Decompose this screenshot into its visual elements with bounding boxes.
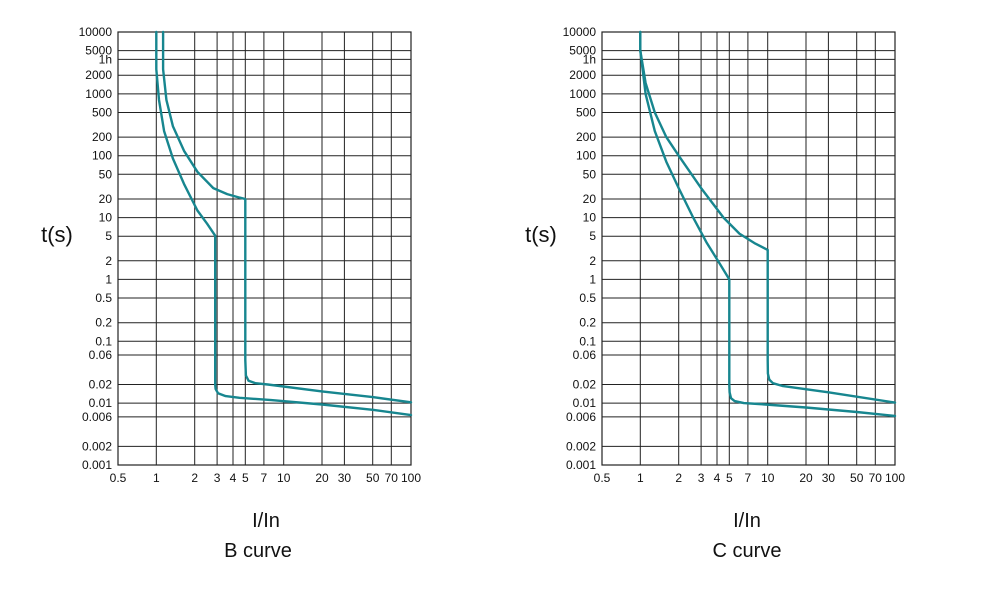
x-tick-label: 10 bbox=[277, 471, 291, 485]
y-tick-label: 0.5 bbox=[95, 291, 112, 305]
x-tick-label: 4 bbox=[714, 471, 721, 485]
x-tick-label: 2 bbox=[675, 471, 682, 485]
y-tick-label: 100 bbox=[92, 149, 112, 163]
c-curve-chart: C curve I/In t(s) 0.5 1 2 3 4 5 7 10 20 30 50 70 100… bbox=[525, 25, 905, 562]
y-tick-label: 100 bbox=[576, 149, 596, 163]
x-tick-label: 70 bbox=[869, 471, 883, 485]
y-tick-label: 5000 bbox=[85, 44, 112, 58]
x-tick-label: 0.5 bbox=[110, 471, 127, 485]
y-tick-label: 0.006 bbox=[82, 410, 112, 424]
x-axis-label: I/In bbox=[733, 510, 761, 532]
x-tick-label: 50 bbox=[366, 471, 380, 485]
y-tick-label: 0.1 bbox=[579, 334, 596, 348]
y-axis-label: t(s) bbox=[41, 222, 73, 247]
y-tick-label: 10 bbox=[583, 211, 597, 225]
plot-frame bbox=[601, 31, 896, 466]
x-tick-label: 7 bbox=[745, 471, 752, 485]
y-tick-label: 2000 bbox=[85, 68, 112, 82]
x-tick-label: 10 bbox=[761, 471, 775, 485]
y-tick-label: 1h bbox=[99, 52, 112, 66]
x-tick-label: 3 bbox=[698, 471, 705, 485]
y-tick-label: 50 bbox=[99, 167, 113, 181]
y-tick-label: 0.06 bbox=[573, 348, 597, 362]
y-tick-label: 0.002 bbox=[82, 439, 112, 453]
x-tick-label: 7 bbox=[261, 471, 268, 485]
y-tick-label: 0.1 bbox=[95, 334, 112, 348]
y-tick-label: 0.2 bbox=[579, 316, 596, 330]
y-tick-label: 0.002 bbox=[566, 439, 596, 453]
y-tick-label: 2000 bbox=[569, 68, 596, 82]
x-tick-label: 20 bbox=[315, 471, 329, 485]
y-tick-label: 5000 bbox=[569, 44, 596, 58]
x-tick-label: 3 bbox=[214, 471, 221, 485]
y-tick-label: 20 bbox=[583, 192, 597, 206]
y-tick-label: 2 bbox=[105, 254, 112, 268]
x-tick-label: 30 bbox=[822, 471, 836, 485]
x-tick-label: 4 bbox=[230, 471, 237, 485]
y-tick-label: 0.06 bbox=[89, 348, 113, 362]
y-tick-label: 0.5 bbox=[579, 291, 596, 305]
series-line-0 bbox=[155, 30, 413, 417]
x-tick-label: 30 bbox=[338, 471, 352, 485]
x-tick-label: 2 bbox=[191, 471, 198, 485]
x-tick-label: 5 bbox=[242, 471, 249, 485]
y-tick-label: 1000 bbox=[85, 87, 112, 101]
x-tick-label: 100 bbox=[401, 471, 421, 485]
y-tick-label: 5 bbox=[589, 229, 596, 243]
x-tick-label: 5 bbox=[726, 471, 733, 485]
y-tick-label: 0.02 bbox=[89, 378, 113, 392]
x-tick-label: 50 bbox=[850, 471, 864, 485]
series-line-1 bbox=[161, 30, 413, 404]
y-tick-label: 10000 bbox=[79, 25, 113, 39]
x-tick-label: 20 bbox=[799, 471, 813, 485]
b-curve-chart: B curve I/In t(s) 0.5 1 2 3 4 5 7 10 20 30 50 70 100… bbox=[41, 25, 421, 562]
y-tick-label: 500 bbox=[92, 106, 112, 120]
chart-title: B curve bbox=[224, 540, 292, 562]
y-tick-label: 200 bbox=[576, 130, 596, 144]
y-tick-label: 2 bbox=[589, 254, 596, 268]
series-line-0 bbox=[639, 30, 897, 418]
y-tick-label: 0.001 bbox=[566, 458, 596, 472]
y-tick-label: 5 bbox=[105, 229, 112, 243]
y-tick-label: 20 bbox=[99, 192, 113, 206]
y-tick-label: 0.006 bbox=[566, 410, 596, 424]
y-tick-label: 200 bbox=[92, 130, 112, 144]
y-tick-label: 1h bbox=[583, 52, 596, 66]
y-tick-label: 0.01 bbox=[573, 396, 597, 410]
y-axis-label: t(s) bbox=[525, 222, 557, 247]
x-tick-label: 70 bbox=[385, 471, 399, 485]
y-tick-label: 1 bbox=[589, 272, 596, 286]
y-tick-label: 1 bbox=[105, 272, 112, 286]
y-tick-label: 10000 bbox=[563, 25, 597, 39]
y-tick-label: 0.001 bbox=[82, 458, 112, 472]
y-tick-label: 50 bbox=[583, 167, 597, 181]
series-line-1 bbox=[639, 30, 897, 404]
y-tick-label: 0.01 bbox=[89, 396, 113, 410]
y-tick-label: 500 bbox=[576, 106, 596, 120]
y-tick-label: 1000 bbox=[569, 87, 596, 101]
y-tick-label: 0.02 bbox=[573, 378, 597, 392]
x-axis-label: I/In bbox=[252, 510, 280, 532]
plot-frame bbox=[117, 31, 412, 466]
chart-title: C curve bbox=[713, 540, 782, 562]
y-tick-label: 10 bbox=[99, 211, 113, 225]
x-tick-label: 1 bbox=[637, 471, 644, 485]
x-tick-label: 1 bbox=[153, 471, 160, 485]
y-tick-label: 0.2 bbox=[95, 316, 112, 330]
x-tick-label: 0.5 bbox=[594, 471, 611, 485]
x-tick-label: 100 bbox=[885, 471, 905, 485]
